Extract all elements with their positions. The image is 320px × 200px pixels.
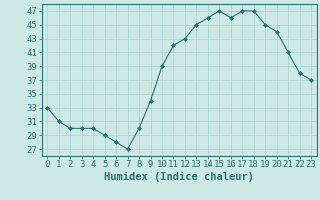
X-axis label: Humidex (Indice chaleur): Humidex (Indice chaleur) [104,172,254,182]
